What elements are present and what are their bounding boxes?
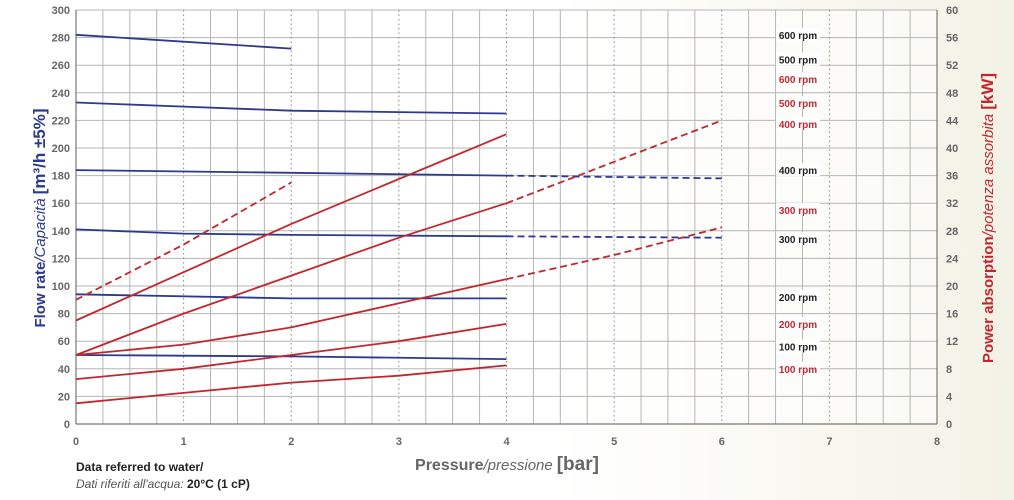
y-left-tick-label: 0 [64,419,70,431]
series-lines [75,33,723,405]
power-rpm-label: 500 rpm [779,99,817,110]
x-axis-label: Pressure/pressione [bar] [415,454,599,475]
power-line-dashed-300-rpm [506,226,723,280]
note-line-2: Dati riferiti all'acqua: 20°C (1 cP) [76,477,250,491]
power-rpm-label: 200 rpm [779,320,817,331]
note-line-1: Data referred to water/ [76,460,204,474]
flow-rpm-label: 200 rpm [779,293,817,304]
flow-line-100-rpm [75,354,507,360]
flow-line-400-rpm [75,169,507,177]
y-right-tick-label: 12 [946,336,958,348]
flow-line-500-rpm [75,101,507,115]
y-right-tick-label: 28 [946,226,958,238]
y-right-tick-label: 24 [946,253,959,265]
rpm-label-bg [776,361,820,375]
power-line-dashed-400-rpm [506,119,723,205]
power-rpm-label: 600 rpm [779,75,817,86]
y-left-tick-label: 60 [58,336,70,348]
y-right-tick-label: 4 [946,391,953,403]
flow-line-300-rpm [75,228,507,238]
flow-rpm-label: 300 rpm [779,235,817,246]
y-right-tick-label: 36 [946,171,958,183]
y-right-tick-label: 44 [946,115,959,127]
y-left-tick-label: 240 [52,88,70,100]
y-left-tick-label: 140 [52,226,70,238]
y-left-tick-label: 280 [52,33,70,45]
x-tick-label: 2 [288,436,294,448]
y-right-tick-label: 16 [946,309,958,321]
flow-rpm-label: 100 rpm [779,343,817,354]
y-left-tick-label: 160 [52,198,70,210]
y-right-tick-label: 8 [946,364,952,376]
y-right-tick-label: 60 [946,5,958,17]
y-right-tick-label: 20 [946,281,958,293]
rpm-label-bg [776,232,820,246]
y-right-tick-label: 32 [946,198,958,210]
flow-line-200-rpm [75,293,507,300]
rpm-label-bg [776,316,820,330]
x-tick-label: 0 [73,436,79,448]
power-rpm-label: 100 rpm [779,365,817,376]
power-rpm-label: 400 rpm [779,120,817,131]
rpm-label-bg [776,96,820,110]
x-tick-label: 6 [719,436,725,448]
rpm-label-bg [776,339,820,353]
y-right-tick-label: 0 [946,419,952,431]
flow-rpm-label: 600 rpm [779,31,817,42]
rpm-label-bg [776,72,820,85]
y-right-tick-label: 52 [946,60,958,72]
y-left-tick-label: 260 [52,60,70,72]
flow-line-dashed-300-rpm [506,235,722,239]
power-rpm-label: 300 rpm [779,206,817,217]
x-tick-label: 8 [934,436,940,448]
power-line-300-rpm [75,278,507,356]
y-axis-label-left: Flow rate/Capacità[m³/h ±5%] [30,108,49,327]
x-tick-label: 1 [181,436,187,448]
x-tick-label: 7 [826,436,832,448]
rpm-label-bg [776,163,820,177]
y-axis-label-right: Power absorption/potenza assorbita[kW] [978,73,997,363]
y-left-tick-label: 220 [52,115,70,127]
power-line-200-rpm [75,323,507,380]
rpm-label-bg [776,52,820,66]
y-left-tick-label: 80 [58,309,70,321]
x-tick-label: 3 [396,436,402,448]
y-right-tick-label: 56 [946,33,958,45]
x-tick-label: 4 [503,436,510,448]
y-left-tick-label: 180 [52,171,70,183]
flow-line-600-rpm [75,33,292,50]
y-right-tick-label: 48 [946,88,958,100]
flow-rpm-label: 400 rpm [779,166,817,177]
y-left-tick-label: 20 [58,391,70,403]
rpm-labels: 600 rpm 500 rpm 600 rpm 500 rpm 400 rpm 400 r… [776,27,820,376]
note-italic: Dati riferiti all'acqua: [76,477,187,491]
rpm-label-bg [776,290,820,304]
power-line-100-rpm [75,364,507,405]
y-left-tick-label: 100 [52,281,70,293]
tick-labels: 0 1 2 3 4 5 6 7 80204060801001201401601802002202… [52,5,959,448]
x-tick-label: 5 [611,436,617,448]
note-bold: 20°C (1 cP) [187,477,250,491]
y-left-tick-label: 120 [52,253,70,265]
rpm-label-bg [776,27,820,41]
y-left-tick-label: 200 [52,143,70,155]
y-left-tick-label: 40 [58,364,70,376]
rpm-label-bg [776,116,820,130]
power-line-400-rpm [75,202,507,356]
y-left-tick-label: 300 [52,5,70,17]
power-line-500-rpm [75,133,507,322]
flow-line-dashed-400-rpm [506,174,722,180]
flow-rpm-label: 500 rpm [779,56,817,67]
y-right-tick-label: 40 [946,143,958,155]
rpm-label-bg [776,203,820,217]
power-line-dashed-600-rpm [75,181,292,301]
